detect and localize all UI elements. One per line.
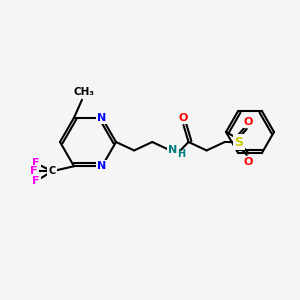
Text: F: F	[30, 166, 38, 176]
Text: O: O	[243, 157, 252, 167]
Text: N: N	[98, 113, 106, 123]
Text: H: H	[177, 149, 185, 160]
Text: S: S	[234, 136, 243, 148]
Text: F: F	[32, 176, 40, 186]
Text: O: O	[243, 117, 252, 127]
Text: N: N	[168, 146, 177, 155]
Text: N: N	[98, 161, 106, 171]
Text: O: O	[179, 113, 188, 123]
Text: C: C	[48, 166, 56, 176]
Text: F: F	[32, 158, 40, 168]
Text: CH₃: CH₃	[74, 87, 94, 97]
